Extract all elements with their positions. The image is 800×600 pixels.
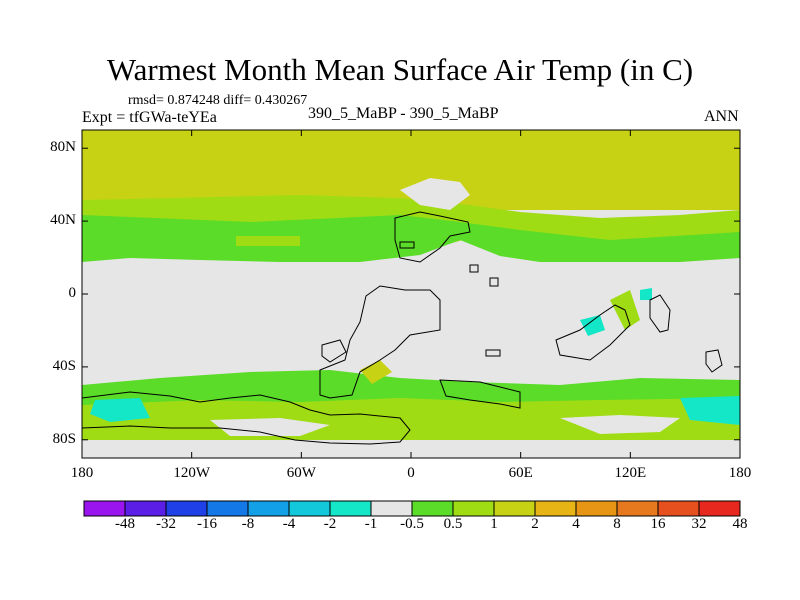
lat-tick-label: 0 [68,285,77,301]
colorbar-swatch [165,500,208,517]
lon-tick-label: 180 [70,465,94,481]
field-cool-patch-1 [90,398,150,422]
lon-tick-label: 180 [728,465,752,481]
colorbar-swatch [288,500,331,517]
colorbar-swatch [411,500,454,517]
map-field [82,130,740,458]
coastlines [82,211,723,445]
colorbar-label: 1 [490,516,498,532]
colorbar-swatch [124,500,167,517]
colorbar-label: 2 [531,516,539,532]
colorbar-label: 8 [613,516,621,532]
colorbar-label: -4 [282,516,296,532]
colorbar-label: -0.5 [400,516,424,532]
lat-tick-label: 40S [52,357,76,374]
colorbar-swatch [616,500,659,517]
colorbar-label: -16 [197,516,217,532]
colorbar-label: 16 [650,516,666,532]
colorbar-swatch [247,500,290,517]
colorbar-swatch [370,500,413,517]
colorbar-label: 32 [691,516,707,532]
colorbar-label: -8 [241,516,255,532]
colorbar-label: 0.5 [443,516,463,532]
lon-tick-label: 120W [173,465,210,481]
colorbar [83,500,741,517]
colorbar-swatch [329,500,372,517]
colorbar-swatch [452,500,495,517]
colorbar-swatch [698,500,741,517]
colorbar-label: -32 [156,516,176,532]
colorbar-label: 48 [732,516,748,532]
colorbar-label: 4 [572,516,580,532]
lon-tick-label: 60W [286,465,316,481]
season-label: ANN [704,108,739,125]
colorbar-swatch [83,500,126,517]
axis-ticks [81,130,741,458]
colorbar-label: -1 [364,516,378,532]
colorbar-label: -48 [115,516,135,532]
field-arctic-patch [400,178,470,210]
lat-tick-label: 40N [50,212,76,229]
colorbar-swatch [534,500,577,517]
lon-tick-label: 0 [407,465,415,481]
lat-tick-label: 80S [52,430,76,447]
experiment-label: Expt = tfGWa-teYEa [82,109,217,126]
field-cool-patch-2 [680,396,740,425]
plot-title: Warmest Month Mean Surface Air Temp (in … [106,52,694,87]
field-north-warm [82,215,740,262]
colorbar-label: -2 [323,516,337,532]
colorbar-swatch [493,500,536,517]
colorbar-swatch [657,500,700,517]
lon-tick-label: 60E [508,465,533,481]
colorbar-swatch [575,500,618,517]
colorbar-swatch [206,500,249,517]
lon-tick-label: 120E [614,465,647,481]
subtitle: 390_5_MaBP - 390_5_MaBP [308,105,499,122]
lat-tick-label: 80N [50,139,76,156]
stats-line: rmsd= 0.874248 diff= 0.430267 [128,93,308,108]
